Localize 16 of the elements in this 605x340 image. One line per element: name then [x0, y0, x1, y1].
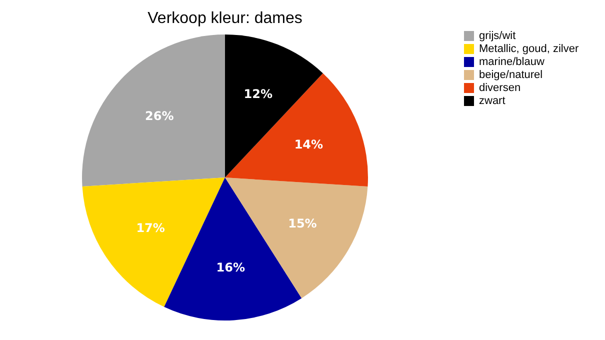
pie-slice [225, 34, 323, 178]
legend-label: marine/blauw [479, 56, 544, 68]
legend-label: Metallic, goud, zilver [479, 43, 579, 55]
data-label: 15% [288, 216, 317, 230]
data-label: 16% [216, 260, 246, 274]
pie-slice [225, 73, 368, 186]
data-label: 12% [244, 86, 272, 101]
legend-label: zwart [479, 95, 506, 107]
chart-title: Verkoop kleur: dames [148, 10, 302, 27]
legend-label: grijs/wit [479, 30, 516, 42]
data-label: 17% [136, 221, 165, 236]
pie-slice [82, 34, 225, 186]
data-label: 26% [145, 108, 174, 123]
data-label: 14% [294, 137, 324, 152]
legend-label: beige/naturel [479, 69, 543, 81]
legend-label: diversen [479, 82, 521, 94]
